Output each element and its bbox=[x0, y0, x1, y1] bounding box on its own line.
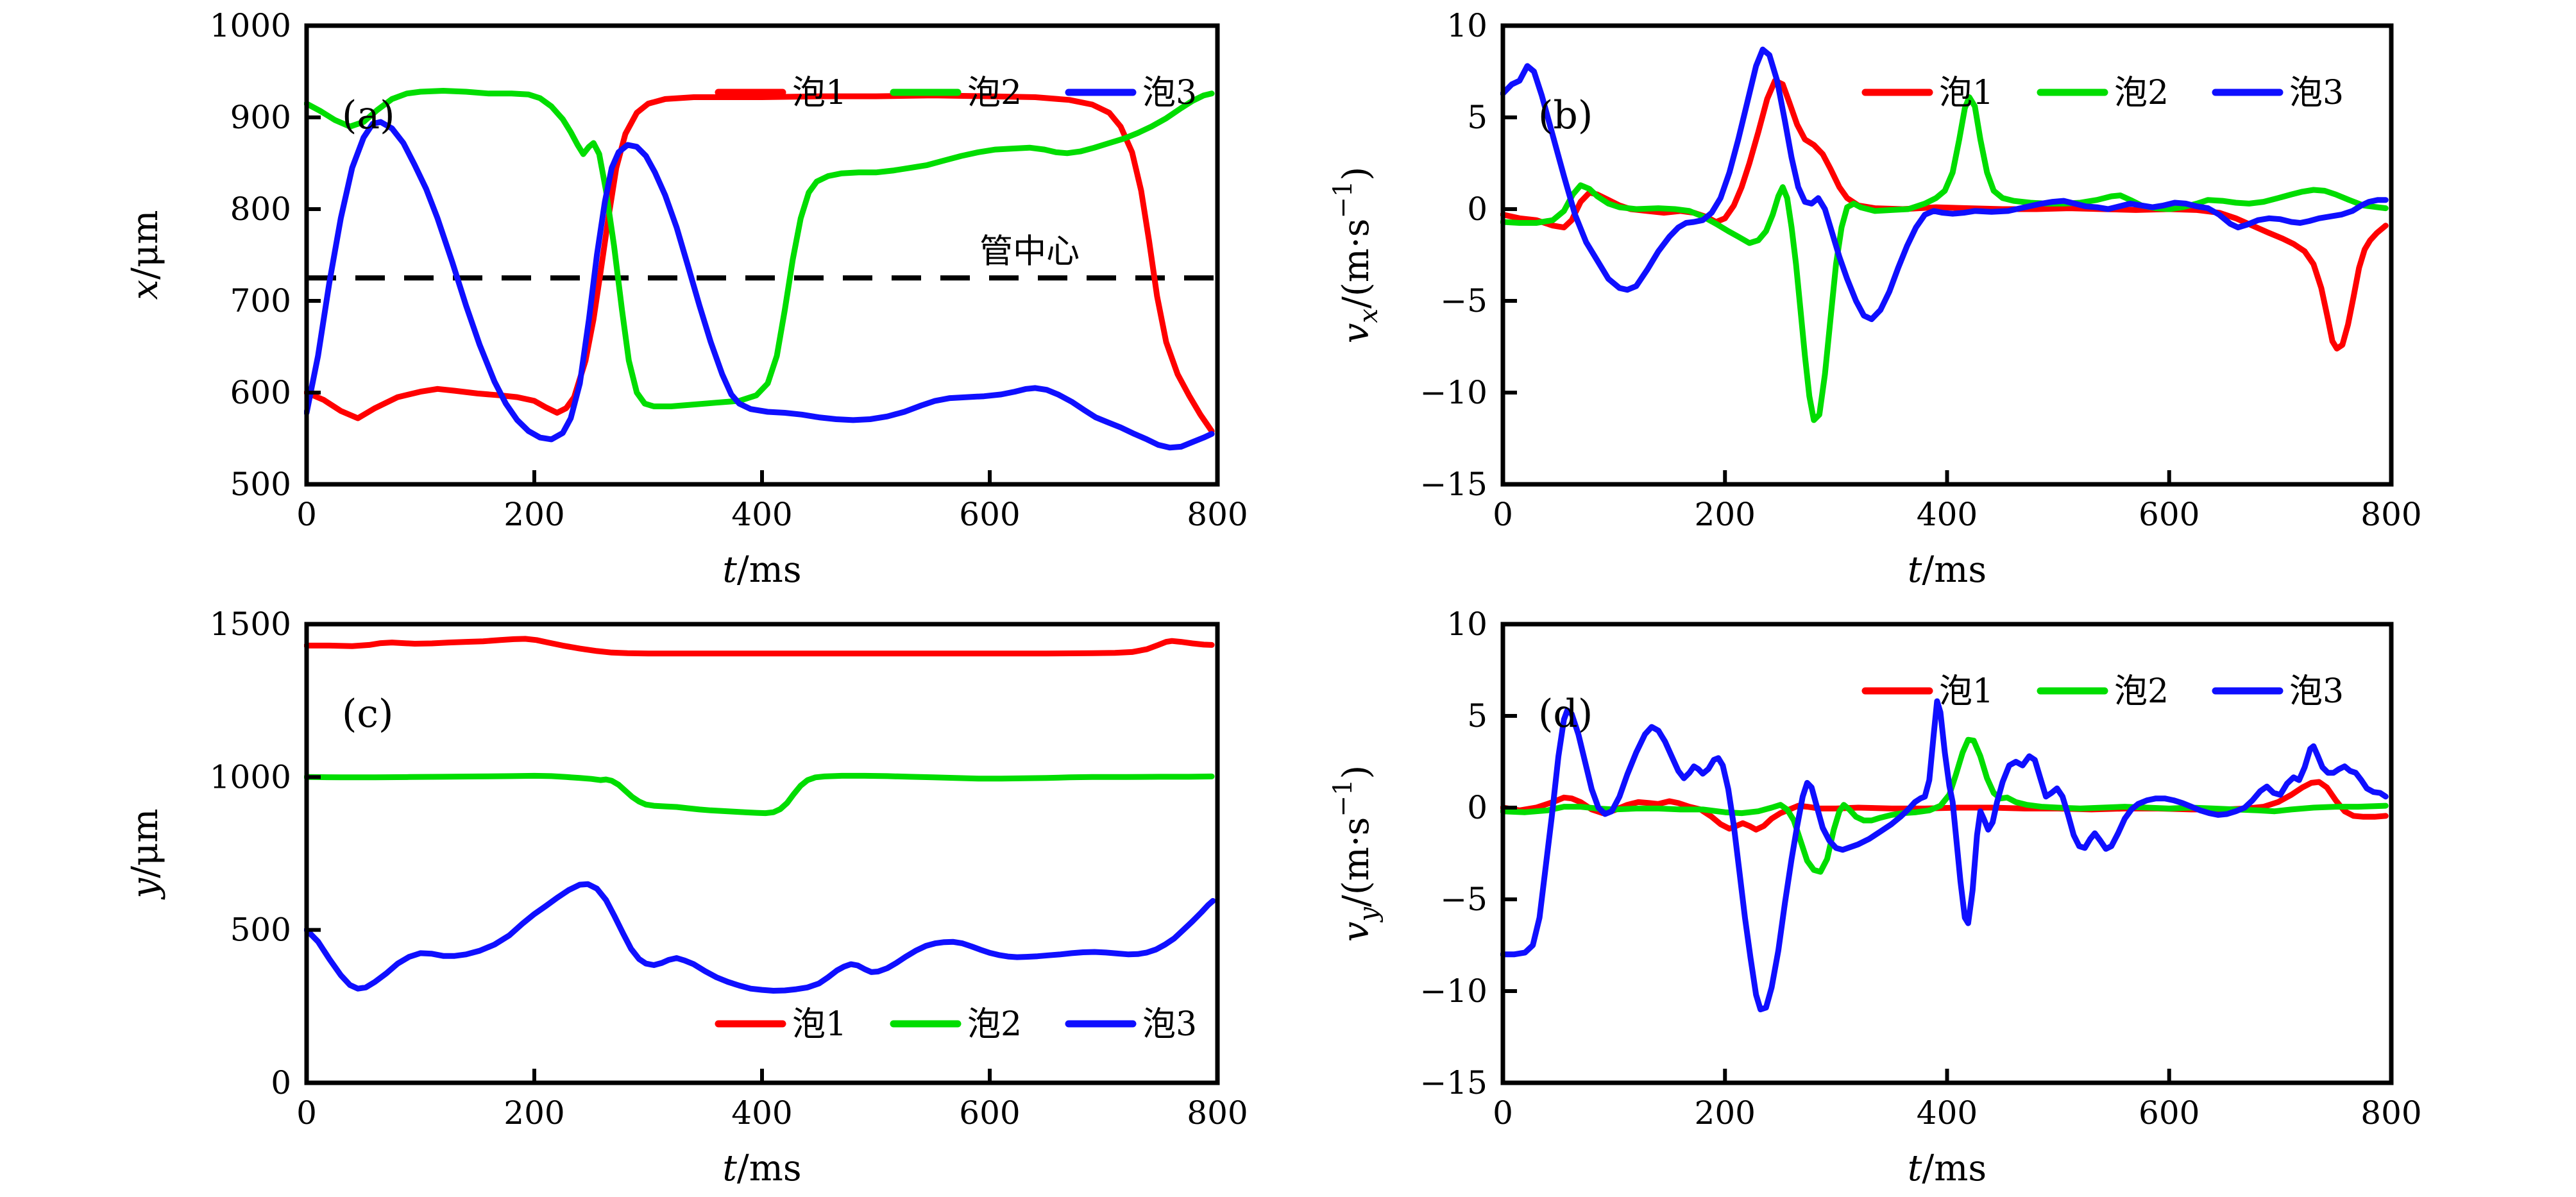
legend: 泡1 泡2 泡3 bbox=[1861, 672, 2344, 711]
series-line-bubble3 bbox=[304, 119, 1215, 451]
panel-d-chart: 0 200 400 600 800 −15 −10 −5 0 5 10 t/ms vy/(m·s−1) (… bbox=[1328, 606, 2422, 1189]
legend-label: 泡2 bbox=[2114, 672, 2169, 711]
legend-label: 泡3 bbox=[1142, 1005, 1197, 1044]
x-tick-label: 800 bbox=[1187, 496, 1248, 533]
panel-c-chart: 0 200 400 600 800 0 500 1000 1500 t/ms y/μm (c) 泡1 泡2… bbox=[124, 606, 1248, 1189]
series-line-bubble2 bbox=[304, 772, 1215, 817]
y-tick-label: 1000 bbox=[210, 758, 291, 795]
y-tick-label: −15 bbox=[1419, 1064, 1487, 1101]
y-tick-label: −5 bbox=[1440, 282, 1487, 319]
y-tick-label: 0 bbox=[1467, 789, 1487, 826]
y-axis-label: x/μm bbox=[124, 210, 166, 300]
x-tick-label: 200 bbox=[504, 1094, 564, 1132]
panel-a: 0 200 400 600 800 500 600 700 800 900 1000 t/ms x/μm… bbox=[0, 0, 1288, 598]
panel-b: 0 200 400 600 800 −15 −10 −5 0 5 10 t/ms vx/(m·s−1) (… bbox=[1288, 0, 2576, 598]
y-tick-label: 900 bbox=[230, 99, 291, 136]
x-tick-label: 600 bbox=[959, 1094, 1020, 1132]
legend-label: 泡3 bbox=[2289, 672, 2344, 711]
series-line-bubble2 bbox=[304, 88, 1215, 409]
x-tick-label: 800 bbox=[1187, 1094, 1248, 1132]
x-tick-label: 800 bbox=[2360, 496, 2421, 533]
panel-letter-label: (a) bbox=[342, 93, 395, 138]
series-line-bubble1 bbox=[304, 92, 1215, 434]
y-tick-label: 1000 bbox=[210, 7, 291, 44]
panel-letter-label: (d) bbox=[1538, 692, 1593, 736]
x-axis-label: t/ms bbox=[1908, 549, 1987, 591]
plot-border bbox=[304, 622, 1220, 1085]
y-axis-label: vy/(m·s−1) bbox=[1328, 765, 1384, 942]
y-axis-label: y/μm bbox=[124, 808, 166, 900]
x-tick-label: 600 bbox=[2139, 496, 2199, 533]
x-tick-label: 400 bbox=[731, 496, 792, 533]
x-tick-label: 600 bbox=[959, 496, 1020, 533]
y-tick-label: −10 bbox=[1419, 972, 1487, 1010]
legend-label: 泡1 bbox=[792, 74, 847, 112]
legend-label: 泡1 bbox=[1939, 74, 1994, 112]
legend: 泡1 泡2 泡3 bbox=[715, 74, 1197, 112]
x-tick-label: 600 bbox=[2139, 1094, 2199, 1132]
y-tick-label: 1500 bbox=[210, 606, 291, 643]
y-tick-label: 10 bbox=[1446, 7, 1487, 44]
y-tick-label: −5 bbox=[1440, 881, 1487, 918]
series-line-bubble3 bbox=[1500, 46, 2389, 323]
y-tick-label: 700 bbox=[230, 282, 291, 319]
x-tick-label: 800 bbox=[2360, 1094, 2421, 1132]
legend-label: 泡3 bbox=[1142, 74, 1197, 112]
legend: 泡1 泡2 泡3 bbox=[715, 1005, 1197, 1044]
panel-c: 0 200 400 600 800 0 500 1000 1500 t/ms y/μm (c) 泡1 泡2… bbox=[0, 598, 1288, 1197]
legend-label: 泡2 bbox=[967, 1005, 1022, 1044]
y-tick-label: 600 bbox=[230, 374, 291, 411]
panel-letter-label: (b) bbox=[1538, 93, 1593, 138]
legend-label: 泡2 bbox=[2114, 74, 2169, 112]
x-tick-label: 0 bbox=[296, 1094, 317, 1132]
panel-d: 0 200 400 600 800 −15 −10 −5 0 5 10 t/ms vy/(m·s−1) (… bbox=[1288, 598, 2576, 1197]
panel-a-chart: 0 200 400 600 800 500 600 700 800 900 1000 t/ms x/μm… bbox=[124, 7, 1248, 591]
x-tick-label: 0 bbox=[296, 496, 317, 533]
y-tick-label: 10 bbox=[1446, 606, 1487, 643]
x-tick-label: 0 bbox=[1493, 496, 1513, 533]
y-tick-label: 0 bbox=[271, 1064, 291, 1101]
series-line-bubble2 bbox=[1500, 94, 2389, 423]
x-tick-label: 0 bbox=[1493, 1094, 1513, 1132]
y-tick-label: 500 bbox=[230, 466, 291, 503]
legend-label: 泡2 bbox=[967, 74, 1022, 112]
series-line-bubble3 bbox=[1500, 698, 2389, 1013]
x-tick-label: 400 bbox=[1917, 496, 1978, 533]
panel-b-chart: 0 200 400 600 800 −15 −10 −5 0 5 10 t/ms vx/(m·s−1) (… bbox=[1328, 7, 2422, 591]
x-axis-label: t/ms bbox=[722, 549, 801, 591]
x-tick-label: 400 bbox=[1917, 1094, 1978, 1132]
y-tick-label: −15 bbox=[1419, 466, 1487, 503]
x-tick-label: 200 bbox=[504, 496, 564, 533]
tube-center-annotation: 管中心 bbox=[979, 232, 1080, 271]
legend-label: 泡1 bbox=[792, 1005, 847, 1044]
panel-letter-label: (c) bbox=[342, 692, 393, 736]
x-axis-label: t/ms bbox=[1908, 1148, 1987, 1189]
y-tick-label: 5 bbox=[1467, 99, 1487, 136]
y-tick-label: −10 bbox=[1419, 374, 1487, 411]
series-line-bubble3 bbox=[304, 881, 1216, 994]
y-tick-label: 800 bbox=[230, 191, 291, 228]
legend-label: 泡1 bbox=[1939, 672, 1994, 711]
x-tick-label: 200 bbox=[1695, 1094, 1756, 1132]
y-axis-label: vx/(m·s−1) bbox=[1328, 167, 1384, 343]
series-line-bubble1 bbox=[304, 636, 1215, 657]
x-tick-label: 400 bbox=[731, 1094, 792, 1132]
legend: 泡1 泡2 泡3 bbox=[1861, 74, 2344, 112]
legend-label: 泡3 bbox=[2289, 74, 2344, 112]
x-axis-label: t/ms bbox=[722, 1148, 801, 1189]
y-tick-label: 0 bbox=[1467, 191, 1487, 228]
y-tick-label: 5 bbox=[1467, 697, 1487, 734]
x-tick-label: 200 bbox=[1695, 496, 1756, 533]
y-tick-label: 500 bbox=[230, 912, 291, 949]
